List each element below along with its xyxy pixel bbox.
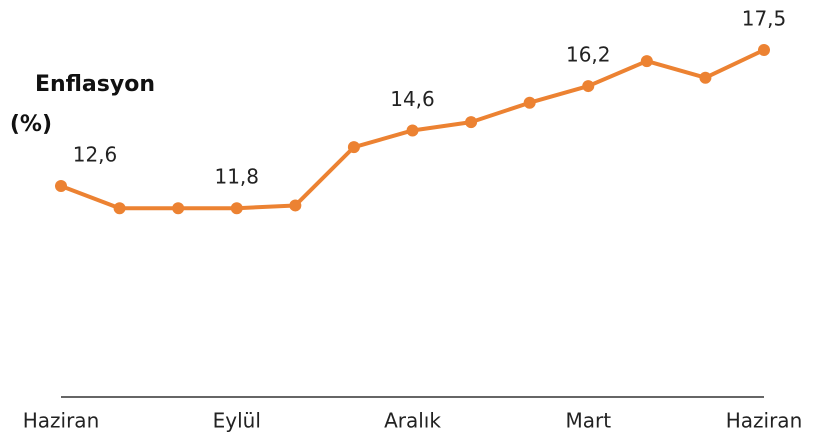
data-label: 16,2	[566, 43, 611, 67]
x-tick-label: Mart	[565, 409, 611, 433]
data-label: 14,6	[390, 87, 435, 111]
point	[172, 202, 185, 215]
point	[758, 43, 770, 56]
point	[113, 202, 126, 215]
data-label: 17,5	[742, 6, 787, 30]
point	[582, 80, 595, 93]
point	[699, 71, 712, 84]
point	[465, 116, 478, 129]
data-label: 12,6	[73, 143, 118, 167]
point	[406, 124, 419, 137]
point	[289, 199, 302, 212]
chart-title: Enflasyon	[35, 72, 155, 97]
chart-title: (%)	[10, 112, 52, 137]
point	[347, 141, 360, 154]
x-tick-label: Haziran	[23, 409, 100, 433]
x-tick-label: Eylül	[213, 409, 261, 433]
data-label: 11,8	[214, 165, 259, 189]
x-tick-label: Haziran	[726, 409, 803, 433]
point	[523, 96, 536, 109]
point	[230, 202, 243, 215]
point	[55, 180, 67, 193]
point	[640, 55, 653, 68]
x-tick-label: Aralık	[384, 409, 441, 433]
